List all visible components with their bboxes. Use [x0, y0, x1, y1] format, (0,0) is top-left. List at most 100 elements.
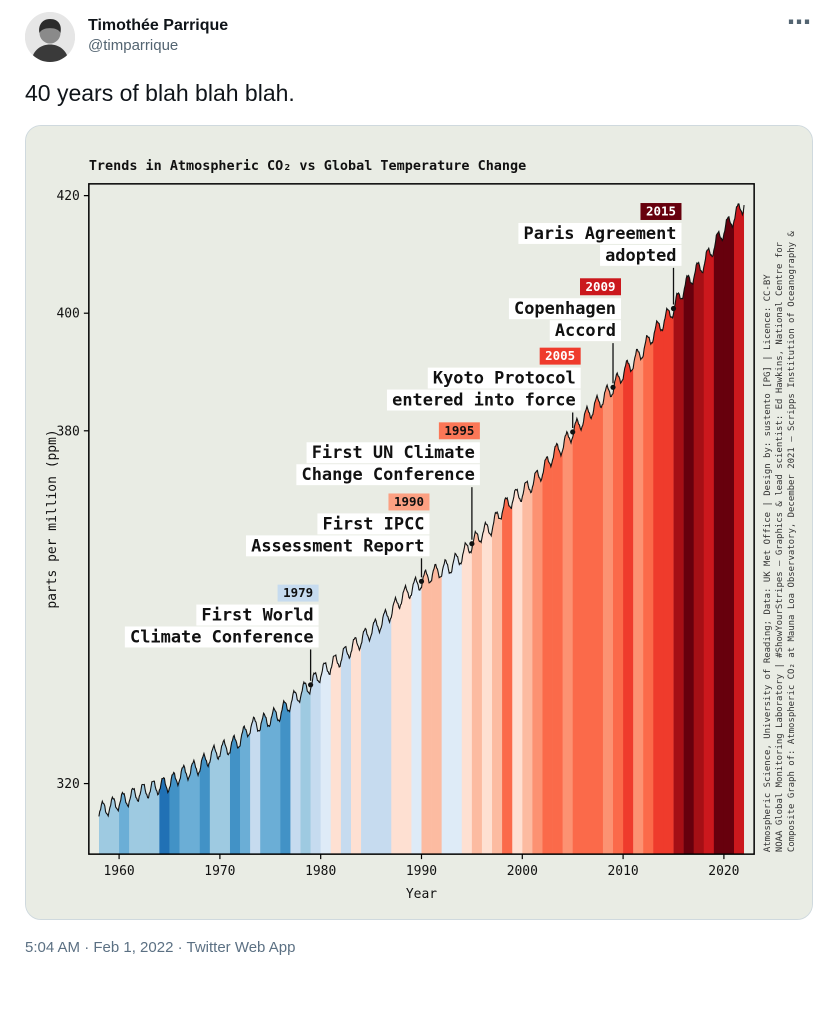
- annotation-marker: [610, 384, 616, 390]
- y-axis-label: parts per million (ppm): [45, 429, 60, 608]
- tweet-header: Timothée Parrique @timparrique ⋯: [25, 9, 813, 62]
- tweet-timestamp: 5:04 AM · Feb 1, 2022 · Twitter Web App: [25, 938, 296, 956]
- annotation-label-bg: [549, 320, 621, 342]
- stripe-year: [552, 203, 563, 855]
- annotation-year-label: 1979: [283, 585, 313, 600]
- stripe-year: [502, 203, 513, 855]
- annotation-year-badge: [277, 584, 319, 602]
- annotation-label: Climate Conference: [130, 626, 314, 646]
- credits-line: NOAA Global Monitoring Laboratory | #Sho…: [775, 241, 785, 852]
- stripe-year: [512, 203, 523, 855]
- stripe-year: [673, 203, 684, 855]
- x-tick-label: 1960: [103, 864, 134, 879]
- annotation-label: adopted: [605, 245, 676, 265]
- annotation-year-badge: [580, 278, 621, 296]
- annotation-year-label: 2009: [586, 279, 616, 294]
- author-name[interactable]: Timothée Parrique: [88, 17, 229, 34]
- annotation-label: Copenhagen: [514, 298, 616, 318]
- stripe-year: [693, 203, 705, 855]
- annotation-label: First World: [201, 605, 313, 625]
- credits-line: Composite Graph of: Atmospheric CO₂ at M…: [787, 231, 797, 853]
- annotation-year-badge: [539, 347, 581, 365]
- annotation-year-label: 1990: [394, 494, 424, 509]
- stripe-year: [683, 203, 695, 855]
- stripe-year: [592, 203, 604, 855]
- annotation-label: Paris Agreement: [524, 223, 677, 243]
- stripe-year: [733, 203, 745, 855]
- x-tick-label: 1990: [406, 864, 437, 879]
- stripe-year: [602, 203, 614, 855]
- x-tick-label: 2010: [607, 864, 638, 879]
- annotation-label-bg: [124, 626, 319, 648]
- annotation-label: entered into force: [392, 390, 576, 410]
- stripe-year: [663, 203, 674, 855]
- stripe-year: [653, 203, 664, 855]
- annotation-label-bg: [317, 513, 430, 535]
- tweet-image[interactable]: 1960 1970 1980 1990 2000 2010 2020 320 380 400 420…: [25, 125, 813, 920]
- tweet: Timothée Parrique @timparrique ⋯ 40 year…: [25, 9, 813, 956]
- y-tick-label: 420: [56, 189, 79, 204]
- x-tick-label: 1970: [204, 864, 235, 879]
- annotation-label-bg: [306, 442, 480, 464]
- annotation-label-bg: [245, 535, 430, 557]
- annotation-year-badge: [388, 493, 430, 511]
- annotation-label-bg: [508, 298, 621, 320]
- y-tick-label: 320: [56, 777, 79, 792]
- stripe-year: [723, 203, 735, 855]
- stripe-year: [572, 203, 584, 855]
- tweet-text: 40 years of blah blah blah.: [25, 80, 295, 106]
- annotation-label-bg: [518, 222, 682, 244]
- stripe-year: [643, 203, 654, 855]
- annotation-label-bg: [296, 464, 480, 486]
- annotation-label: Assessment Report: [251, 535, 424, 555]
- annotation-marker: [418, 578, 425, 584]
- annotation-marker: [469, 541, 475, 547]
- stripe-year: [623, 203, 634, 855]
- x-tick-label: 1980: [305, 864, 336, 879]
- stripe-year: [542, 203, 553, 855]
- annotation-year-badge: [640, 203, 682, 220]
- avatar-photo: [25, 12, 75, 62]
- annotation-year-badge: [438, 422, 480, 440]
- annotation-label: First IPCC: [323, 513, 425, 533]
- annotation-year-label: 2015: [646, 203, 676, 218]
- more-icon[interactable]: ⋯: [787, 9, 811, 36]
- annotation-year-label: 1995: [444, 423, 474, 438]
- x-tick-label: 2000: [507, 864, 538, 879]
- stripe-year: [703, 203, 715, 855]
- author-block: Timothée Parrique @timparrique: [88, 12, 228, 56]
- author-handle[interactable]: @timparrique: [88, 37, 179, 54]
- stripe-year: [582, 203, 594, 855]
- annotation-label-bg: [386, 389, 581, 411]
- annotation-marker: [308, 682, 314, 688]
- annotation-label: Accord: [555, 320, 616, 340]
- stripe-year: [492, 203, 503, 855]
- annotation-label: Kyoto Protocol: [433, 368, 576, 388]
- y-tick-label: 400: [56, 307, 79, 322]
- annotation-marker: [670, 305, 677, 312]
- annotation-marker: [570, 429, 576, 435]
- stripe-year: [532, 203, 543, 855]
- stripe-year: [713, 203, 725, 855]
- avatar[interactable]: [25, 12, 75, 62]
- stripe-year: [481, 203, 493, 855]
- stripe-year: [633, 203, 644, 855]
- co2-climate-chart: 1960 1970 1980 1990 2000 2010 2020 320 380 400 420…: [26, 126, 812, 919]
- chart-title: Trends in Atmospheric CO₂ vs Global Temp…: [89, 158, 526, 174]
- stripe-year: [522, 203, 533, 855]
- co2-line: [98, 203, 745, 818]
- annotation-label-bg: [600, 244, 682, 266]
- annotation-label: Change Conference: [302, 464, 475, 484]
- stripe-year: [562, 203, 574, 855]
- credits-line: Atmospheric Science, University of Readi…: [763, 274, 773, 852]
- annotation-label-bg: [427, 367, 581, 389]
- annotation-year-label: 2005: [545, 348, 575, 363]
- annotation-label: First UN Climate: [312, 442, 475, 462]
- y-tick-label: 380: [56, 424, 79, 439]
